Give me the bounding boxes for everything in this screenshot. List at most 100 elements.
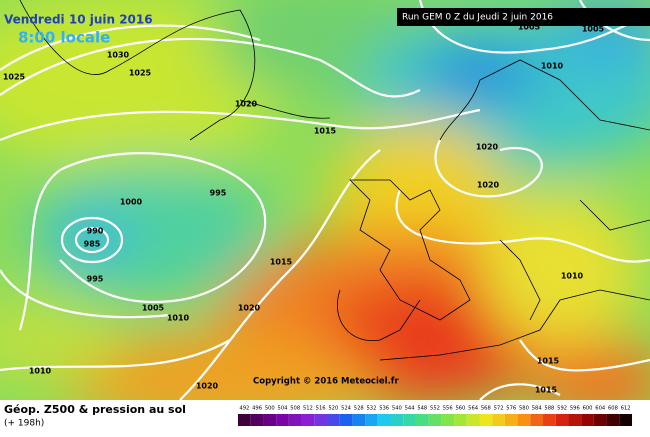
- scale-label: 544: [405, 406, 416, 412]
- scale-label: 548: [417, 406, 427, 412]
- isobar-label: 1005: [142, 304, 165, 313]
- scale-label: 588: [544, 406, 554, 412]
- scale-label: 564: [468, 406, 479, 412]
- scale-label: 580: [519, 406, 529, 412]
- isobar-label: 1020: [196, 382, 219, 391]
- scale-label: 536: [379, 406, 389, 412]
- scale-swatch: [276, 414, 289, 426]
- isobar-label: 1010: [541, 62, 564, 71]
- scale-label: 576: [506, 406, 516, 412]
- isobar-label: 1010: [167, 314, 190, 323]
- scale-swatch: [250, 414, 264, 426]
- isobar-labels: 1030 1025 1025 1020 1015 995 1000 990 985 995 1015…: [3, 23, 605, 395]
- scale-label: 492: [239, 406, 249, 412]
- footer-title: Géop. Z500 & pression au sol: [4, 403, 186, 416]
- isobar-label: 1020: [238, 304, 261, 313]
- scale-label: 596: [570, 406, 580, 412]
- copyright: Copyright © 2016 Meteociel.fr: [253, 377, 399, 387]
- scale-label: 552: [430, 406, 440, 412]
- forecast-time: 8:00 locale: [18, 29, 110, 47]
- isobar-label: 1015: [270, 258, 293, 267]
- isobar-label: 990: [87, 227, 104, 236]
- footer-lead: (+ 198h): [4, 419, 44, 429]
- scale-label: 560: [455, 406, 465, 412]
- scale-label: 592: [557, 406, 567, 412]
- scale-label: 600: [583, 406, 593, 412]
- scale-swatch: [530, 414, 544, 426]
- scale-swatch: [555, 414, 569, 426]
- scale-label: 532: [366, 406, 376, 412]
- scale-swatch: [517, 414, 531, 426]
- scale-label: 504: [278, 406, 289, 412]
- isobar-label: 1015: [535, 386, 558, 395]
- scale-swatch: [314, 414, 327, 426]
- isobar-label: 1020: [235, 100, 258, 109]
- scale-label: 568: [481, 406, 491, 412]
- scale-label: 584: [532, 406, 543, 412]
- scale-swatch: [581, 414, 594, 426]
- isobar-label: 1020: [477, 181, 500, 190]
- scale-swatch: [619, 414, 632, 426]
- scale-label: 572: [494, 406, 504, 412]
- scale-swatch: [415, 414, 429, 426]
- scale-label: 524: [341, 406, 352, 412]
- scale-swatch: [543, 414, 556, 426]
- scale-label: 516: [316, 406, 326, 412]
- isobar-label: 1030: [107, 51, 130, 60]
- scale-label: 508: [290, 406, 300, 412]
- scale-swatch: [365, 414, 378, 426]
- isobar-label: 985: [84, 240, 101, 249]
- isobar-label: 1000: [120, 198, 143, 207]
- isobar-label: 1005: [518, 23, 541, 32]
- scale-swatch: [593, 414, 607, 426]
- color-scale: 492 496 500 504 508 512 516 520 524 528 532 536 540 5…: [238, 406, 632, 426]
- scale-swatch: [441, 414, 455, 426]
- scale-swatch: [492, 414, 505, 426]
- isobar-label: 1025: [129, 69, 152, 78]
- isobars: [0, 0, 650, 400]
- scale-swatch: [263, 414, 277, 426]
- scale-label: 500: [265, 406, 275, 412]
- isobar-label: 1010: [29, 367, 52, 376]
- isobar-label: 1020: [476, 143, 499, 152]
- scale-swatch: [606, 414, 620, 426]
- isobar-label: 995: [210, 189, 227, 198]
- scale-label: 608: [608, 406, 618, 412]
- isobar-label: 1025: [3, 73, 26, 82]
- coastlines: [19, 0, 650, 361]
- run-info: Run GEM 0 Z du Jeudi 2 juin 2016: [402, 13, 553, 23]
- scale-swatch: [454, 414, 467, 426]
- scale-swatch: [568, 414, 582, 426]
- scale-swatch: [326, 414, 340, 426]
- scale-swatch: [339, 414, 353, 426]
- scale-label: 604: [595, 406, 606, 412]
- isobar-label: 1015: [537, 357, 560, 366]
- scale-swatch: [288, 414, 302, 426]
- scale-label: 556: [443, 406, 453, 412]
- isobar-label: 995: [87, 275, 104, 284]
- scale-swatch: [390, 414, 404, 426]
- scale-label: 496: [252, 406, 262, 412]
- scale-swatch: [504, 414, 518, 426]
- scale-swatch: [238, 414, 251, 426]
- scale-label: 528: [354, 406, 364, 412]
- scale-swatch: [466, 414, 480, 426]
- scale-label: 512: [303, 406, 313, 412]
- scale-swatch: [301, 414, 315, 426]
- scale-swatch: [377, 414, 391, 426]
- scale-label: 612: [621, 406, 631, 412]
- scale-swatch: [352, 414, 366, 426]
- isobar-label: 1005: [582, 25, 605, 34]
- run-box: [397, 8, 650, 26]
- scale-swatch: [428, 414, 442, 426]
- scale-swatch: [403, 414, 416, 426]
- scale-swatch: [479, 414, 493, 426]
- scale-label: 520: [328, 406, 338, 412]
- isobar-label: 1010: [561, 272, 584, 281]
- scale-label: 540: [392, 406, 402, 412]
- isobar-label: 1015: [314, 127, 337, 136]
- forecast-date: Vendredi 10 juin 2016: [4, 13, 153, 27]
